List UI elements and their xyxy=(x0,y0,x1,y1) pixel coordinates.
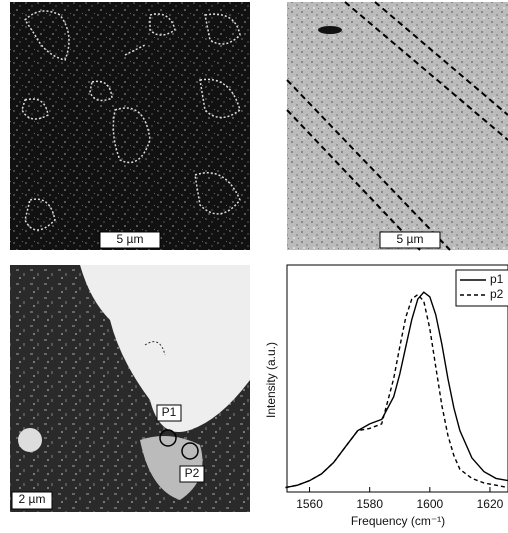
point-label: P2 xyxy=(185,466,200,480)
page: {"panels": [ {"scale_bar": "5 µm"}, {"sc… xyxy=(0,0,508,533)
point-label: P1 xyxy=(162,405,177,419)
panel-image-1: 5 µm xyxy=(10,2,250,250)
legend-label: p1 xyxy=(490,272,504,286)
x-tick-label: 1560 xyxy=(296,497,323,511)
panel-image-2: 5 µm xyxy=(287,2,508,250)
legend-label: p2 xyxy=(490,287,504,301)
scale-bar-label: 5 µm xyxy=(117,232,144,246)
x-tick-label: 1600 xyxy=(416,497,443,511)
x-tick-label: 1620 xyxy=(477,497,504,511)
scale-bar-label: 2 µm xyxy=(19,492,46,506)
x-axis-label: Frequency (cm⁻¹) xyxy=(351,514,445,528)
panel-image-3: P1 P2 2 µm xyxy=(10,265,250,512)
scale-bar-label: 5 µm xyxy=(397,232,424,246)
figure: 5 µm 5 µm P1 P2 2 µm Intensity (a.u.) Fr… xyxy=(0,0,508,533)
x-tick-label: 1580 xyxy=(356,497,383,511)
y-axis-label: Intensity (a.u.) xyxy=(264,342,278,418)
